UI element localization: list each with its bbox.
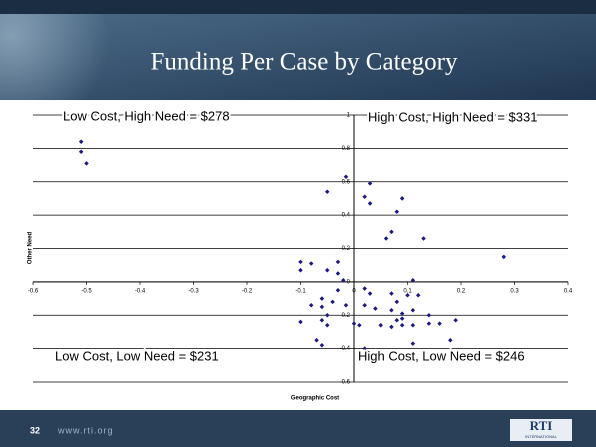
quadrant-label: High Cost, High Need = $331	[368, 109, 537, 124]
y-tick-label: -0.4	[340, 346, 351, 352]
point	[335, 259, 341, 265]
point	[405, 292, 410, 298]
globe	[0, 0, 110, 120]
point	[324, 322, 330, 328]
point	[343, 174, 349, 180]
y-tick-label: 0.4	[342, 213, 351, 219]
point	[343, 302, 349, 308]
x-tick-label: -0.3	[188, 288, 199, 294]
point	[426, 358, 432, 363]
point	[351, 321, 357, 326]
quadrant-label: Low Cost, Low Need = $231	[55, 348, 219, 363]
point	[298, 267, 303, 273]
point	[319, 317, 325, 323]
x-tick-label: -0.6	[28, 288, 39, 294]
point	[410, 322, 416, 328]
x-tick-label: -0.2	[242, 288, 253, 294]
point	[437, 321, 442, 326]
point	[389, 291, 394, 296]
point	[78, 149, 84, 154]
chart-title: Funding Per Case by Category	[151, 49, 458, 76]
point	[314, 338, 319, 343]
footer	[0, 410, 596, 447]
x-tick-label: 0.4	[564, 288, 573, 294]
point	[394, 299, 400, 305]
point	[399, 311, 405, 316]
x-tick-label: 0.1	[403, 288, 412, 294]
point	[362, 286, 367, 291]
chart-area	[0, 100, 596, 410]
point	[357, 322, 362, 328]
point	[399, 316, 405, 321]
point	[362, 346, 367, 351]
point	[335, 287, 341, 293]
point	[335, 271, 341, 276]
quadrant-label: Low Cost, High Need = $278	[63, 108, 230, 123]
point	[426, 312, 432, 318]
point	[308, 261, 314, 266]
point	[410, 341, 416, 346]
point	[78, 139, 84, 144]
point	[367, 181, 373, 186]
x-tick-label: -0.4	[135, 288, 146, 294]
footer-url: www.rti.org	[57, 425, 114, 435]
y-tick-label: 0.6	[342, 179, 351, 185]
point	[319, 304, 325, 310]
point	[389, 307, 394, 313]
point	[324, 189, 330, 195]
point	[324, 312, 330, 318]
point	[394, 209, 400, 215]
plot: -0.6 -0.4 -0.2 0 0.2 0.4 0.6 0.8 1 -0.6 -0.5 -0.4 -0…	[28, 106, 573, 402]
point	[367, 291, 373, 296]
logo-sub: INTERNATIONAL	[525, 434, 557, 439]
point	[410, 277, 416, 283]
point	[421, 236, 426, 241]
point	[367, 351, 373, 356]
logo: RTI	[530, 418, 553, 433]
x-tick-label: -0.1	[295, 288, 306, 294]
point	[389, 324, 394, 330]
point	[378, 322, 384, 328]
x-tick-label: 0.3	[510, 288, 519, 294]
point	[319, 343, 325, 348]
point	[367, 201, 373, 206]
point	[319, 296, 325, 301]
point	[426, 321, 432, 326]
point	[298, 319, 303, 325]
point	[298, 259, 303, 265]
point	[84, 161, 89, 166]
x-tick-label: 0.2	[457, 288, 466, 294]
point	[448, 338, 453, 343]
quadrant-label: High Cost, Low Need = $246	[358, 348, 525, 363]
point	[330, 299, 335, 305]
point	[501, 254, 507, 260]
point	[415, 292, 421, 298]
top-strip	[0, 0, 596, 14]
point	[394, 317, 400, 323]
page-number: 32	[30, 425, 40, 435]
y-tick-label: 0.2	[342, 246, 351, 252]
x-axis-label: Geographic Cost	[291, 396, 339, 402]
point	[362, 302, 367, 308]
y-axis-label: Other Need	[28, 231, 34, 264]
point	[373, 306, 378, 311]
logo-box	[510, 419, 572, 441]
y-tick-label: -0.2	[340, 313, 351, 319]
point	[324, 267, 330, 273]
y-tick-label: 0.8	[342, 146, 351, 152]
y-tick-label: 1	[347, 113, 351, 119]
point	[410, 307, 416, 313]
x-tick-label: -0.5	[81, 288, 92, 294]
y-tick-label: -0.6	[340, 380, 351, 386]
point	[453, 317, 458, 323]
point	[341, 277, 346, 283]
point	[308, 302, 314, 308]
y-tick-label: 0	[347, 279, 351, 285]
point	[399, 322, 405, 328]
